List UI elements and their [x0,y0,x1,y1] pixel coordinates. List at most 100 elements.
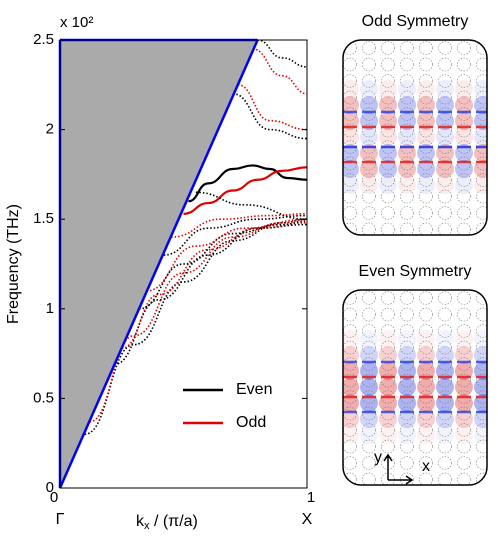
hole [476,324,487,338]
hole [362,307,376,322]
hole [362,439,376,454]
hole [381,373,395,388]
x-tick-label: 0 [50,489,58,506]
hole [343,156,357,171]
hole [362,189,376,204]
field-lobe [343,144,359,162]
field-lobe [343,160,359,178]
y-axis-label: Frequency (THz) [5,204,22,324]
x-tick-label: 1 [307,489,315,506]
hole [457,340,471,355]
hole [400,340,414,355]
dotted-band [114,223,307,366]
hole [476,41,487,55]
x-label-k: k [136,513,145,530]
hole [419,307,433,322]
hole [476,222,487,235]
hole [419,41,433,55]
hole [343,291,357,305]
field-pattern [343,41,487,235]
hole [438,222,452,235]
hole [400,206,414,220]
x-label-rest: / (π/a) [150,513,198,530]
hole [419,340,433,355]
dotted-band [146,218,307,292]
field-lobe [379,410,397,428]
field-panel [342,289,488,486]
hole [457,291,471,305]
hole [476,456,487,470]
hole [362,107,376,121]
field-lobe [343,330,359,348]
hole [419,439,433,454]
hole [438,406,452,421]
field-lobe [417,394,435,412]
dotted-band [121,221,307,350]
hole [381,423,395,437]
hole [381,357,395,371]
hole [400,189,414,204]
hole [438,41,452,55]
hole [438,340,452,355]
field-lobe [455,330,473,348]
hole [457,189,471,204]
field-lobe [360,176,378,194]
hole [476,307,487,322]
hole [438,439,452,454]
hole [343,324,357,338]
hole [476,189,487,204]
hole [381,173,395,187]
field-lobe [343,426,359,444]
y-tick-label: 1 [46,300,54,317]
hole [343,57,357,72]
hole [457,307,471,322]
hole [400,107,414,121]
field-lobe [398,426,416,444]
field-lobe [455,160,473,178]
hole [381,291,395,305]
field-lobe [474,144,487,162]
hole [400,41,414,55]
hole [381,439,395,454]
hole [476,74,487,88]
field-lobe [398,330,416,348]
hole [457,324,471,338]
axes-frame [59,39,308,489]
x-point-label: X [302,511,313,528]
field-panel [342,39,488,236]
legend-label: Even [236,381,272,398]
hole [343,222,357,235]
hole [343,340,357,355]
hole [457,107,471,121]
hole [457,406,471,421]
legend-label: Odd [236,414,266,431]
field-lobe [398,160,416,178]
field-lobe [436,80,454,98]
hole [400,472,414,485]
field-lobe [398,394,416,412]
hole [362,156,376,171]
field-lobe [360,410,378,428]
field-lobe [343,394,359,412]
hole [419,357,433,371]
field-lobe [455,426,473,444]
y-tick-label: 2.5 [33,31,54,48]
x-axis-label: kx / (π/a) [136,513,198,532]
field-pattern [343,291,487,485]
hole [343,307,357,322]
hole [362,173,376,187]
y-tick-label: 0 [46,479,54,496]
hole [362,291,376,305]
field-lobe [455,394,473,412]
hole [476,156,487,171]
hole [400,74,414,88]
hole [419,107,433,121]
field-lobe [436,160,454,178]
field-lobe [343,80,359,98]
hole [476,57,487,72]
hole [457,74,471,88]
field-lobe [417,160,435,178]
field-lobe [343,410,359,428]
hole [457,357,471,371]
field-lobe [379,426,397,444]
